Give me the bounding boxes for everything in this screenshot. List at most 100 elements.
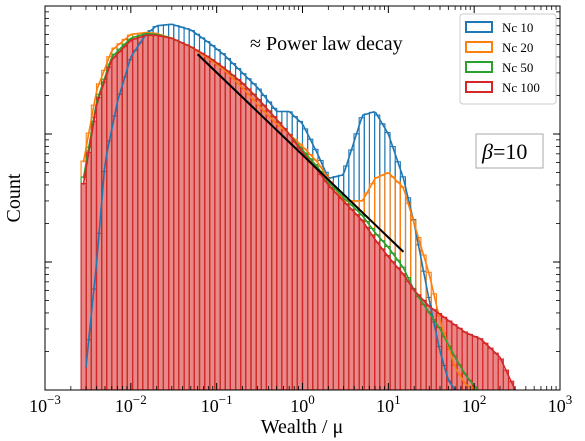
hist-bar-nc100	[260, 104, 267, 390]
x-tick-label: 100	[290, 392, 315, 416]
hist-bar-nc100	[80, 182, 87, 390]
hist-bar-nc100	[250, 93, 257, 390]
axis-ticks: 10−3 10−2 10−1 100 101 102 103	[29, 5, 573, 416]
hist-bar-nc100	[188, 46, 195, 390]
hist-bar-nc100	[255, 98, 262, 390]
hist-bar-nc100	[106, 66, 113, 390]
hist-bar-nc100	[492, 352, 499, 390]
hist-bar-nc100	[363, 226, 370, 390]
hist-bar-nc100	[368, 234, 376, 390]
hist-bar-nc100	[286, 134, 293, 390]
power-law-fit-line	[196, 53, 405, 253]
hist-bar-nc100	[276, 121, 283, 390]
hist-bar-nc100	[425, 305, 432, 390]
hist-bar-nc100	[327, 187, 334, 390]
hist-bar-nc100	[240, 83, 247, 390]
hist-bar-nc100	[477, 338, 484, 390]
x-tick-label: 10−2	[115, 392, 147, 416]
hist-bar-nc100	[204, 55, 211, 390]
power-law-line	[196, 53, 405, 253]
hist-bar-nc100	[374, 241, 381, 390]
legend-swatch-nc20	[465, 41, 493, 53]
hist-bar-nc100	[245, 88, 252, 390]
hist-bar-nc100	[420, 299, 427, 390]
hist-bar-nc100	[348, 208, 355, 390]
hist-bar-nc100	[358, 219, 365, 390]
x-tick-label: 10−3	[29, 392, 61, 416]
beta-value: =10	[493, 139, 527, 164]
legend-label-nc100: Nc 100	[502, 80, 540, 95]
hist-bar-nc100	[224, 70, 231, 390]
legend-label-nc50: Nc 50	[502, 60, 533, 75]
legend-swatch-nc10	[465, 21, 493, 33]
hist-bar-nc100	[353, 214, 360, 390]
hist-bar-nc100	[142, 34, 149, 390]
hist-bar-nc100	[157, 35, 165, 390]
x-tick-label: 101	[376, 392, 401, 416]
hist-bar-nc100	[332, 192, 340, 390]
hist-bar-nc100	[312, 167, 319, 390]
legend-label-nc10: Nc 10	[502, 20, 533, 35]
legend: Nc 10 Nc 20 Nc 50 Nc 100	[459, 13, 557, 105]
hist-bar-nc100	[265, 110, 273, 390]
hist-bar-nc100	[379, 248, 386, 390]
hist-bar-nc100	[101, 81, 108, 390]
legend-swatch-nc50	[465, 61, 493, 73]
hist-bar-nc100	[291, 141, 298, 390]
density-curve-nc100	[82, 34, 516, 390]
svg-text:β=10: β=10	[481, 139, 527, 164]
hist-bar-nc100	[198, 52, 206, 390]
hist-bar-nc100	[209, 59, 216, 390]
hist-bar-nc100	[173, 39, 180, 390]
hist-bar-nc100	[296, 148, 304, 390]
x-tick-label: 102	[462, 392, 487, 416]
hist-bar-nc100	[322, 180, 329, 390]
hist-bar-nc100	[317, 173, 324, 390]
hist-bar-nc100	[219, 66, 226, 390]
hist-bar-nc100	[183, 44, 190, 390]
hist-bar-nc100	[307, 160, 314, 390]
beta-symbol: β	[481, 139, 493, 164]
hist-bar-nc100	[281, 127, 288, 390]
hist-bar-nc100	[271, 116, 278, 390]
legend-swatch-nc100	[465, 81, 493, 93]
hist-bar-nc100	[235, 78, 242, 390]
annotation-power-law: ≈ Power law decay	[250, 33, 403, 55]
hist-bar-nc100	[137, 36, 144, 390]
legend-label-nc20: Nc 20	[502, 40, 533, 55]
hist-bar-nc100	[162, 36, 170, 390]
hist-bar-nc100	[95, 96, 103, 390]
beta-label-box: β=10	[475, 133, 544, 169]
x-tick-label: 103	[548, 392, 573, 416]
hist-bar-nc100	[147, 34, 154, 390]
hist-bar-nc100	[389, 261, 396, 390]
hist-bar-nc100	[410, 288, 417, 390]
hist-bar-nc100	[152, 34, 159, 390]
hist-bar-nc100	[415, 294, 422, 390]
hist-bar-nc100	[343, 203, 350, 390]
y-axis-label: Count	[3, 173, 25, 222]
density-curve-nc20	[82, 31, 479, 390]
histogram-bars	[80, 23, 515, 390]
x-tick-label: 10−1	[201, 392, 233, 416]
hist-bar-nc100	[482, 342, 489, 390]
density-curves	[82, 23, 516, 390]
hist-bar-nc100	[193, 49, 201, 390]
hist-bar-nc100	[178, 42, 185, 390]
hist-bar-nc100	[229, 74, 237, 390]
hist-bar-nc100	[126, 40, 134, 390]
hist-bar-nc100	[471, 336, 479, 390]
hist-bar-nc100	[132, 38, 139, 390]
hist-bar-nc100	[168, 37, 175, 390]
hist-bar-nc100	[487, 347, 494, 390]
hist-bar-nc100	[214, 62, 221, 390]
hist-bar-nc100	[394, 267, 401, 390]
hist-bar-nc100	[384, 255, 391, 390]
hist-bar-nc100	[456, 327, 463, 390]
hist-bar-nc100	[121, 45, 128, 390]
hist-bar-nc100	[399, 273, 407, 390]
x-axis-label: Wealth / μ	[261, 416, 343, 438]
hist-bar-nc100	[90, 120, 98, 390]
hist-bar-nc100	[301, 154, 309, 390]
